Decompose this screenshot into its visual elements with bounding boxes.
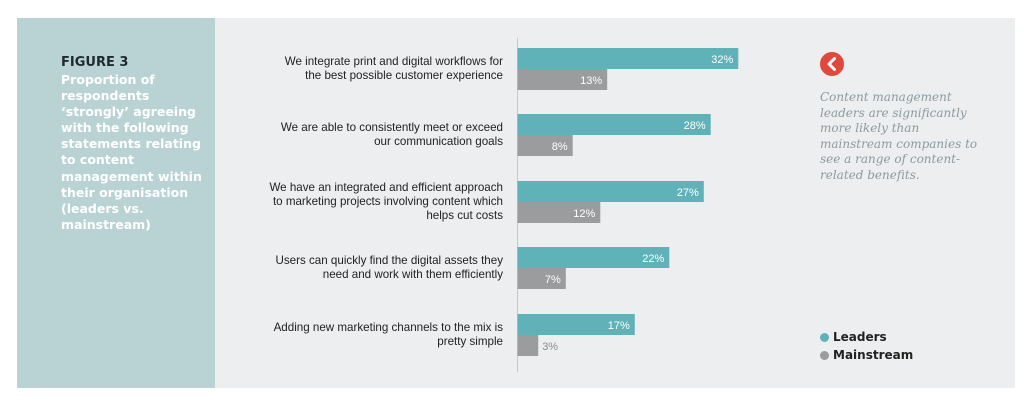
legend-swatch-leaders	[820, 332, 829, 342]
category-label: Users can quickly find the digital asset…	[276, 254, 504, 281]
category-label-line: We have an integrated and efficient appr…	[269, 181, 503, 194]
bar-mainstream	[517, 135, 573, 156]
data-label: 3%	[542, 341, 558, 353]
data-label: 8%	[552, 141, 568, 153]
category-label-line: pretty simple	[437, 335, 503, 348]
category-label-line: Adding new marketing channels to the mix…	[274, 321, 504, 334]
chart-legend: Leaders Mainstream	[820, 328, 913, 364]
category-label-line: We are able to consistently meet or exce…	[281, 121, 503, 134]
figure-description: Proportion of respondents ‘strongly’ agr…	[61, 72, 202, 232]
data-label: 13%	[580, 75, 602, 87]
data-label: 12%	[573, 208, 595, 220]
category-label: We are able to consistently meet or exce…	[281, 121, 503, 148]
chevron-left-icon[interactable]	[820, 52, 844, 76]
figure-label: FIGURE 3	[61, 55, 129, 70]
bar-leaders	[517, 114, 711, 135]
bar-leaders	[517, 48, 739, 69]
category-label-line: our communication goals	[374, 135, 503, 148]
bar-leaders	[517, 314, 635, 335]
chevron-left-glyph	[827, 57, 836, 71]
bar-mainstream	[517, 335, 539, 356]
bar-leaders	[517, 247, 670, 268]
category-label: We integrate print and digital workflows…	[285, 55, 503, 82]
data-label: 17%	[608, 320, 630, 332]
bar-mainstream	[517, 268, 566, 289]
legend-item-leaders: Leaders	[820, 328, 913, 346]
legend-swatch-mainstream	[820, 350, 829, 360]
data-label: 7%	[545, 274, 561, 286]
category-label-line: to marketing projects involving content …	[273, 195, 503, 208]
bar-mainstream	[517, 69, 608, 90]
category-label-line: the best possible customer experience	[305, 69, 503, 82]
category-label-line: need and work with them efficiently	[323, 268, 503, 281]
data-label: 28%	[684, 120, 706, 132]
figure-sidebar	[17, 18, 215, 388]
data-label: 27%	[677, 187, 699, 199]
bar-mainstream	[517, 202, 601, 223]
category-label: We have an integrated and efficient appr…	[269, 181, 503, 222]
legend-label-mainstream: Mainstream	[833, 348, 914, 362]
bar-leaders	[517, 181, 704, 202]
category-label-line: helps cut costs	[426, 209, 503, 222]
legend-label-leaders: Leaders	[833, 330, 887, 344]
side-note: Content management leaders are significa…	[820, 90, 978, 182]
legend-item-mainstream: Mainstream	[820, 346, 913, 364]
data-label: 32%	[711, 54, 733, 66]
category-label: Adding new marketing channels to the mix…	[274, 321, 504, 348]
category-label-line: We integrate print and digital workflows…	[285, 55, 503, 68]
data-label: 22%	[642, 253, 664, 265]
category-label-line: Users can quickly find the digital asset…	[276, 254, 504, 267]
